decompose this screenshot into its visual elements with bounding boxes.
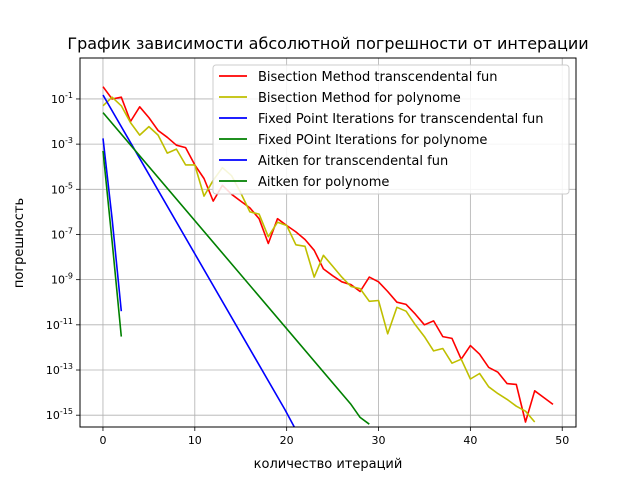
y-tick-label: 10-9 <box>51 272 73 287</box>
series-line-aitken-for-polynome <box>102 150 123 337</box>
legend: Bisection Method transcendental fun Bisec… <box>212 64 570 195</box>
y-tick-label: 10-13 <box>46 362 73 377</box>
legend-label: Bisection Method for polynome <box>258 91 461 106</box>
y-tick-label: 10-5 <box>51 181 73 196</box>
x-axis-label: количество итераций <box>254 457 403 472</box>
y-axis: 10-15 10-13 10-11 10-9 10-7 10-5 10-3 10-1 <box>46 91 80 422</box>
series-line-fixed-point-iterations-for-polynome <box>102 112 370 425</box>
y-tick-label: 10-3 <box>51 136 73 151</box>
x-tick-label: 30 <box>372 434 386 447</box>
chart-title: График зависимости абсолютной погрешност… <box>67 34 588 53</box>
legend-box <box>212 64 570 195</box>
x-axis: 0 10 20 30 40 50 <box>99 427 569 447</box>
plot-frame <box>79 57 577 428</box>
x-tick-label: 0 <box>99 434 106 447</box>
x-tick-label: 40 <box>463 434 477 447</box>
y-tick-label: 10-15 <box>46 407 73 422</box>
plot-area <box>102 86 554 427</box>
series-line-aitken-for-transcendental-fun <box>102 138 123 312</box>
x-tick-label: 50 <box>555 434 569 447</box>
series-line-fixed-point-iterations-for-transcendental-fun <box>102 94 296 427</box>
y-tick-label: 10-11 <box>46 317 73 332</box>
legend-label: Fixed POint Iterations for polynome <box>258 133 487 148</box>
legend-label: Fixed Point Iterations for transcendenta… <box>258 112 543 127</box>
legend-label: Aitken for transcendental fun <box>258 154 448 169</box>
series-line-bisection-method-for-polynome <box>102 96 536 423</box>
x-tick-label: 10 <box>188 434 202 447</box>
y-tick-label: 10-1 <box>51 91 73 106</box>
legend-label: Bisection Method transcendental fun <box>258 70 498 85</box>
series-line-bisection-method-transcendental-fun <box>102 86 554 423</box>
y-tick-label: 10-7 <box>51 226 73 241</box>
x-tick-label: 20 <box>280 434 294 447</box>
y-axis-label: погрешность <box>12 198 27 288</box>
legend-label: Aitken for polynome <box>258 175 389 190</box>
